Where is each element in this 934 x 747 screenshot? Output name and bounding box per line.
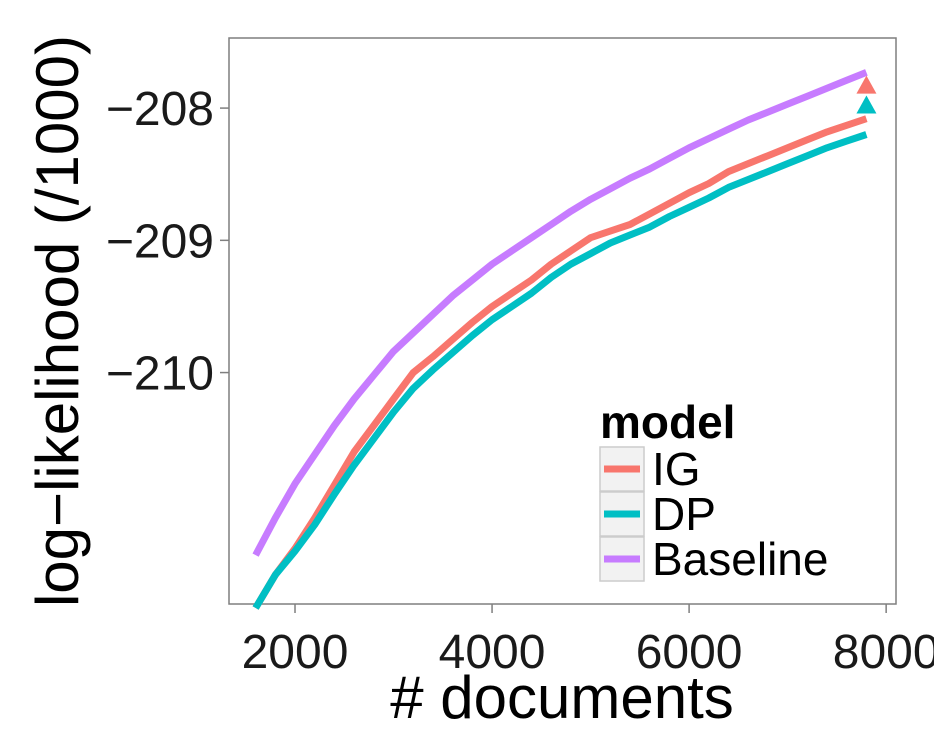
x-axis-title: # documents (390, 664, 734, 731)
series-line-baseline (252, 69, 868, 557)
y-tick-label: −210 (106, 348, 214, 401)
x-tick-label: 2000 (242, 626, 349, 679)
marker-dp (856, 95, 877, 114)
legend-label-ig: IG (652, 443, 701, 495)
y-tick-label: −209 (106, 215, 214, 268)
x-tick-label: 8000 (833, 626, 934, 679)
x-tick-label: 4000 (439, 626, 546, 679)
legend-label-baseline: Baseline (652, 533, 828, 585)
y-tick-label: −208 (106, 83, 214, 136)
y-axis-title: log−likelihood (/1000) (24, 35, 91, 607)
plot-panel (228, 37, 897, 605)
marker-ig (856, 75, 877, 94)
legend-title: model (600, 396, 735, 448)
series-line-dp (252, 131, 868, 610)
x-tick-label: 6000 (636, 626, 743, 679)
legend-label-dp: DP (652, 488, 716, 540)
series-line-ig (252, 115, 868, 610)
